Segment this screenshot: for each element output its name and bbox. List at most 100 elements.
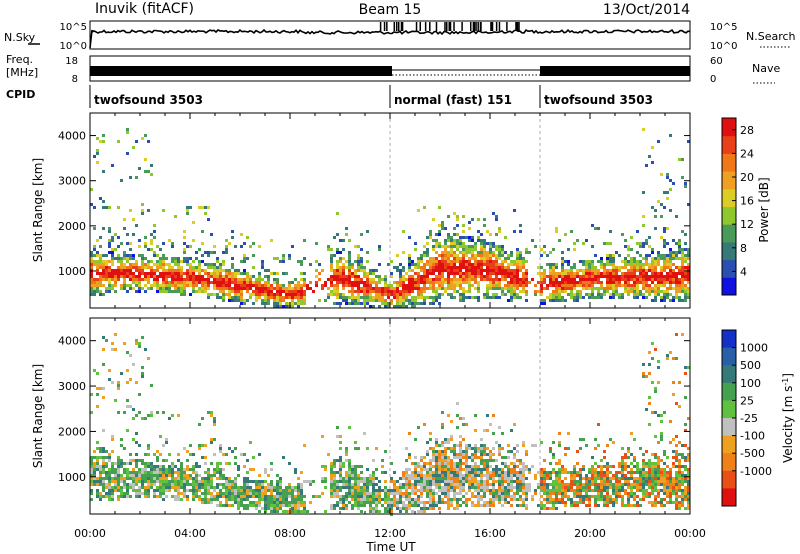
echo-cell bbox=[621, 293, 624, 296]
echo-cell bbox=[522, 275, 525, 278]
colorbar-tick-label: 28 bbox=[740, 124, 754, 137]
echo-cell bbox=[330, 492, 333, 495]
echo-cell bbox=[219, 278, 222, 281]
echo-cell bbox=[597, 269, 600, 272]
echo-cell bbox=[441, 474, 444, 477]
echo-cell bbox=[126, 152, 129, 155]
echo-cell bbox=[246, 281, 249, 284]
echo-cell bbox=[609, 471, 612, 474]
echo-cell bbox=[411, 486, 414, 489]
echo-cell bbox=[612, 486, 615, 489]
echo-cell bbox=[390, 272, 393, 275]
echo-cell bbox=[336, 281, 339, 284]
echo-cell bbox=[165, 474, 168, 477]
echo-cell bbox=[369, 480, 372, 483]
echo-cell bbox=[285, 510, 288, 513]
echo-cell bbox=[615, 272, 618, 275]
echo-cell bbox=[504, 480, 507, 483]
echo-cell bbox=[153, 471, 156, 474]
echo-cell bbox=[579, 501, 582, 504]
echo-cell bbox=[342, 293, 345, 296]
echo-cell bbox=[345, 483, 348, 486]
echo-cell bbox=[606, 257, 609, 260]
echo-cell bbox=[579, 447, 582, 450]
echo-cell bbox=[465, 272, 468, 275]
echo-cell bbox=[165, 477, 168, 480]
echo-cell bbox=[384, 507, 387, 510]
echo-cell bbox=[336, 287, 339, 290]
echo-cell bbox=[540, 504, 543, 507]
echo-cell bbox=[426, 260, 429, 263]
echo-cell bbox=[342, 486, 345, 489]
echo-cell bbox=[147, 483, 150, 486]
echo-cell bbox=[357, 275, 360, 278]
echo-cell bbox=[267, 269, 270, 272]
echo-cell bbox=[504, 284, 507, 287]
echo-cell bbox=[219, 287, 222, 290]
echo-cell bbox=[450, 287, 453, 290]
echo-cell bbox=[546, 287, 549, 290]
echo-cell bbox=[108, 287, 111, 290]
echo-cell bbox=[594, 287, 597, 290]
echo-cell bbox=[561, 296, 564, 299]
echo-cell bbox=[663, 278, 666, 281]
echo-cell bbox=[669, 287, 672, 290]
echo-cell bbox=[543, 474, 546, 477]
echo-cell bbox=[297, 302, 300, 305]
echo-cell bbox=[585, 275, 588, 278]
echo-cell bbox=[132, 363, 135, 366]
echo-cell bbox=[597, 474, 600, 477]
echo-cell bbox=[423, 269, 426, 272]
echo-cell bbox=[522, 257, 525, 260]
echo-cell bbox=[582, 483, 585, 486]
echo-cell bbox=[102, 206, 105, 209]
echo-cell bbox=[138, 281, 141, 284]
echo-cell bbox=[114, 474, 117, 477]
echo-cell bbox=[546, 492, 549, 495]
echo-cell bbox=[489, 233, 492, 236]
echo-cell bbox=[387, 501, 390, 504]
echo-cell bbox=[543, 245, 546, 248]
echo-cell bbox=[552, 263, 555, 266]
echo-cell bbox=[651, 299, 654, 302]
echo-cell bbox=[480, 498, 483, 501]
echo-cell bbox=[243, 453, 246, 456]
echo-cell bbox=[300, 287, 303, 290]
echo-cell bbox=[561, 486, 564, 489]
echo-cell bbox=[252, 290, 255, 293]
echo-cell bbox=[195, 284, 198, 287]
echo-cell bbox=[603, 293, 606, 296]
echo-cell bbox=[96, 254, 99, 257]
echo-cell bbox=[357, 498, 360, 501]
echo-cell bbox=[660, 284, 663, 287]
echo-cell bbox=[510, 504, 513, 507]
echo-cell bbox=[480, 438, 483, 441]
echo-cell bbox=[150, 242, 153, 245]
echo-cell bbox=[285, 486, 288, 489]
echo-cell bbox=[648, 275, 651, 278]
echo-cell bbox=[162, 275, 165, 278]
echo-cell bbox=[591, 260, 594, 263]
echo-cell bbox=[147, 444, 150, 447]
echo-cell bbox=[336, 302, 339, 305]
echo-cell bbox=[426, 281, 429, 284]
echo-cell bbox=[486, 465, 489, 468]
echo-cell bbox=[183, 495, 186, 498]
echo-cell bbox=[105, 450, 108, 453]
echo-cell bbox=[432, 492, 435, 495]
echo-cell bbox=[213, 275, 216, 278]
echo-cell bbox=[351, 489, 354, 492]
echo-cell bbox=[429, 447, 432, 450]
echo-cell bbox=[405, 296, 408, 299]
echo-cell bbox=[243, 281, 246, 284]
echo-cell bbox=[579, 489, 582, 492]
echo-cell bbox=[222, 284, 225, 287]
echo-cell bbox=[360, 257, 363, 260]
echo-cell bbox=[663, 230, 666, 233]
echo-cell bbox=[99, 275, 102, 278]
echo-cell bbox=[435, 233, 438, 236]
echo-cell bbox=[525, 260, 528, 263]
echo-cell bbox=[153, 254, 156, 257]
echo-cell bbox=[333, 495, 336, 498]
echo-cell bbox=[405, 486, 408, 489]
